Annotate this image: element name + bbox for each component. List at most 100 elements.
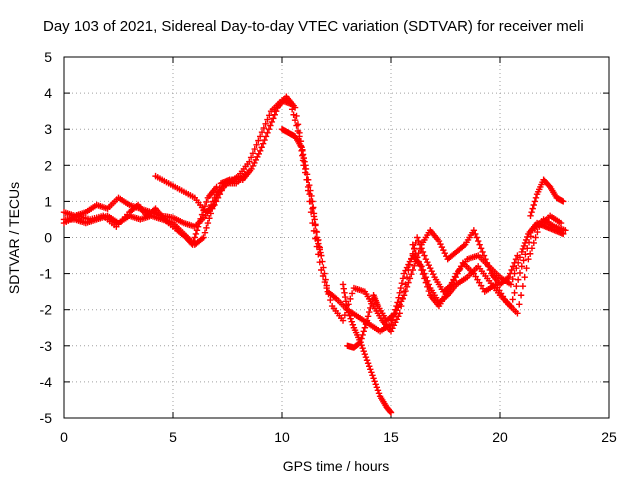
data-point bbox=[522, 236, 530, 244]
data-point bbox=[366, 363, 373, 370]
data-point bbox=[520, 257, 527, 264]
data-point bbox=[528, 245, 536, 252]
data-point bbox=[300, 154, 307, 162]
data-point bbox=[517, 292, 525, 299]
data-point bbox=[265, 126, 273, 133]
data-point bbox=[323, 284, 330, 292]
data-point bbox=[257, 133, 264, 140]
data-point bbox=[402, 287, 409, 295]
data-point bbox=[422, 255, 430, 263]
data-point bbox=[197, 215, 204, 223]
data-point bbox=[399, 275, 407, 282]
data-point bbox=[387, 408, 394, 415]
data-point bbox=[398, 280, 406, 287]
data-point bbox=[319, 272, 327, 280]
data-point bbox=[531, 198, 539, 205]
data-point bbox=[198, 211, 206, 218]
data-point bbox=[207, 210, 214, 217]
data-point bbox=[375, 390, 383, 397]
y-tick-label: -4 bbox=[40, 374, 53, 390]
data-point bbox=[470, 227, 478, 234]
data-point bbox=[405, 279, 412, 286]
data-point bbox=[363, 317, 371, 324]
data-points bbox=[60, 93, 569, 416]
data-point bbox=[303, 171, 311, 178]
data-point bbox=[520, 242, 528, 250]
data-point bbox=[255, 137, 262, 144]
data-point bbox=[361, 351, 369, 358]
data-point bbox=[249, 150, 257, 157]
data-point bbox=[342, 293, 349, 301]
data-point bbox=[364, 360, 372, 367]
data-point bbox=[189, 241, 196, 248]
data-point bbox=[370, 375, 377, 382]
data-point bbox=[318, 266, 325, 274]
data-point bbox=[343, 302, 350, 309]
data-point bbox=[310, 204, 317, 211]
data-point bbox=[200, 234, 207, 241]
data-point bbox=[560, 230, 567, 238]
data-point bbox=[301, 158, 308, 165]
data-point bbox=[519, 283, 527, 290]
data-point bbox=[441, 249, 448, 257]
data-point bbox=[440, 246, 447, 254]
data-point bbox=[291, 116, 299, 124]
x-ticks: 0 5 10 15 20 25 bbox=[60, 57, 617, 445]
data-point bbox=[272, 107, 280, 115]
data-point bbox=[259, 140, 267, 147]
data-point bbox=[194, 223, 202, 230]
data-point bbox=[524, 233, 531, 241]
data-point bbox=[511, 289, 518, 297]
data-point bbox=[247, 154, 255, 161]
data-point bbox=[527, 212, 534, 220]
data-point bbox=[408, 255, 415, 263]
data-point bbox=[317, 249, 324, 256]
data-point bbox=[416, 245, 424, 253]
data-point bbox=[304, 176, 312, 183]
data-point bbox=[475, 237, 482, 245]
data-point bbox=[268, 118, 276, 126]
data-point bbox=[509, 263, 517, 270]
data-point bbox=[293, 122, 300, 129]
data-point bbox=[413, 234, 421, 241]
y-tick-label: 4 bbox=[44, 85, 52, 101]
data-point bbox=[266, 112, 273, 119]
data-point bbox=[344, 306, 351, 313]
data-point bbox=[364, 313, 372, 320]
data-point bbox=[327, 296, 334, 304]
data-point bbox=[409, 241, 416, 248]
data-point bbox=[416, 262, 424, 269]
data-point bbox=[339, 317, 347, 324]
data-point bbox=[270, 115, 277, 122]
data-point bbox=[519, 245, 527, 253]
data-point bbox=[307, 209, 315, 216]
y-tick-label: 1 bbox=[44, 193, 52, 209]
data-point bbox=[356, 339, 363, 347]
grid bbox=[64, 57, 609, 418]
data-point bbox=[427, 264, 434, 272]
data-point bbox=[260, 124, 268, 132]
data-point bbox=[359, 345, 366, 352]
data-point bbox=[422, 279, 430, 286]
data-point bbox=[412, 249, 419, 257]
data-point bbox=[262, 120, 269, 127]
series-track-8 bbox=[409, 219, 567, 310]
data-point bbox=[315, 243, 323, 250]
data-point bbox=[516, 301, 523, 308]
data-point bbox=[264, 116, 271, 123]
data-point bbox=[419, 271, 427, 278]
data-point bbox=[373, 384, 381, 391]
data-point bbox=[360, 348, 367, 355]
x-tick-label: 20 bbox=[492, 429, 508, 445]
x-tick-label: 5 bbox=[169, 429, 177, 445]
data-point bbox=[316, 246, 323, 253]
data-point bbox=[513, 264, 520, 272]
data-point bbox=[400, 292, 408, 299]
data-point bbox=[428, 267, 435, 275]
data-point bbox=[514, 276, 522, 283]
data-point bbox=[508, 266, 515, 274]
data-point bbox=[261, 136, 268, 144]
data-point bbox=[206, 215, 213, 222]
data-point bbox=[518, 263, 525, 270]
data-point bbox=[314, 237, 321, 244]
